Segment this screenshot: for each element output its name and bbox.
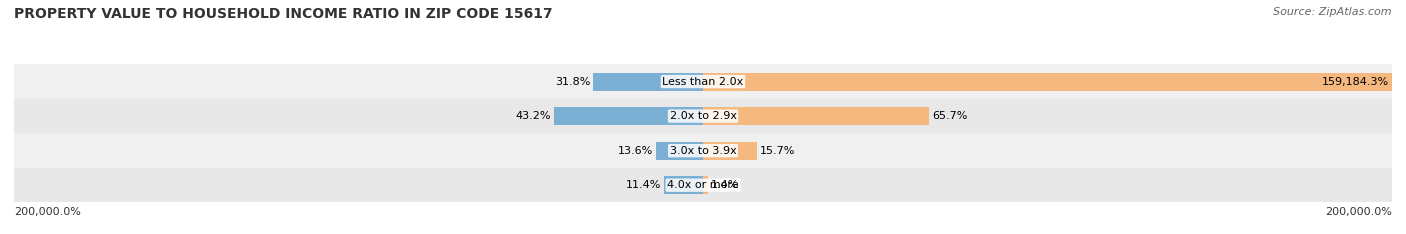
Bar [593, 73, 703, 91]
Bar [14, 99, 1392, 133]
Text: 4.0x or more: 4.0x or more [668, 180, 738, 190]
Text: 159,184.3%: 159,184.3% [1322, 77, 1389, 87]
Bar [664, 176, 703, 194]
Text: 200,000.0%: 200,000.0% [14, 207, 82, 217]
Text: 13.6%: 13.6% [619, 146, 654, 156]
Bar [703, 142, 756, 160]
Bar [657, 142, 703, 160]
Bar [14, 64, 1392, 99]
Bar [703, 107, 929, 125]
Text: 15.7%: 15.7% [759, 146, 796, 156]
Text: 11.4%: 11.4% [626, 180, 661, 190]
Bar [14, 168, 1392, 202]
Text: Source: ZipAtlas.com: Source: ZipAtlas.com [1274, 7, 1392, 17]
Text: 2.0x to 2.9x: 2.0x to 2.9x [669, 111, 737, 121]
Bar [14, 133, 1392, 168]
Bar [703, 176, 707, 194]
Text: 31.8%: 31.8% [555, 77, 591, 87]
Text: 3.0x to 3.9x: 3.0x to 3.9x [669, 146, 737, 156]
Bar [703, 73, 1392, 91]
Bar [554, 107, 703, 125]
Text: 200,000.0%: 200,000.0% [1324, 207, 1392, 217]
Text: 1.4%: 1.4% [710, 180, 740, 190]
Text: PROPERTY VALUE TO HOUSEHOLD INCOME RATIO IN ZIP CODE 15617: PROPERTY VALUE TO HOUSEHOLD INCOME RATIO… [14, 7, 553, 21]
Text: 65.7%: 65.7% [932, 111, 967, 121]
Text: 43.2%: 43.2% [516, 111, 551, 121]
Text: Less than 2.0x: Less than 2.0x [662, 77, 744, 87]
